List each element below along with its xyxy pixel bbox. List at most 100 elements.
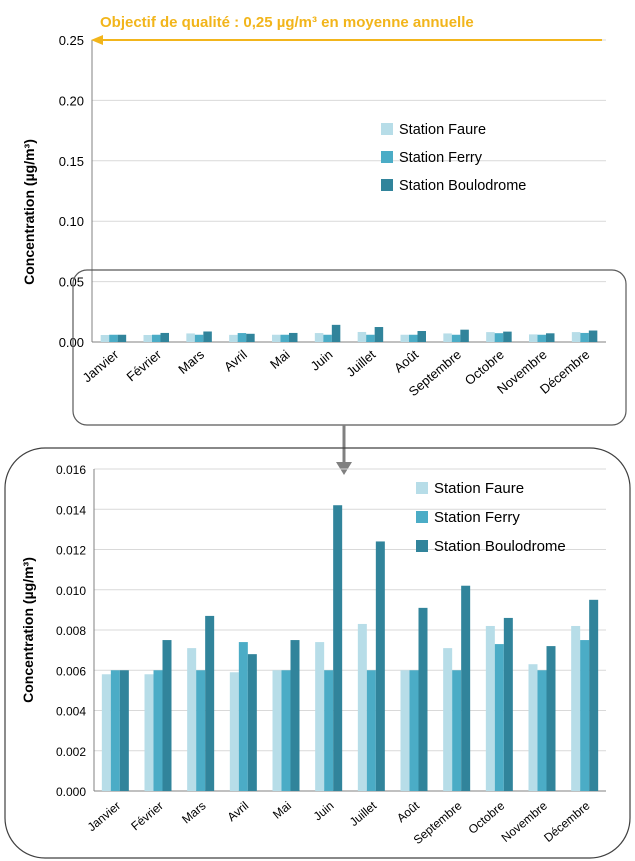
x-tick-label: Février <box>124 346 165 384</box>
legend-overview: Station Faure Station Ferry Station Boulod… <box>381 122 526 194</box>
ylabel-overview: Concentration (µg/m³) <box>21 139 37 285</box>
y-tick-label: 0.006 <box>56 664 86 678</box>
objective-annotation: Objectif de qualité : 0,25 µg/m³ en moye… <box>91 14 602 45</box>
bar <box>289 332 298 342</box>
axes-detail <box>93 469 606 792</box>
x-tick-label: Août <box>394 798 422 825</box>
bar <box>144 674 154 791</box>
bar <box>203 331 212 342</box>
x-tick-label: Mars <box>175 346 207 376</box>
bar <box>546 333 555 342</box>
bar <box>186 333 195 342</box>
bar <box>324 670 334 791</box>
bar <box>143 334 152 342</box>
bar <box>331 324 341 342</box>
bar <box>100 334 110 342</box>
bar <box>580 332 589 342</box>
bar <box>494 644 504 791</box>
legend-label: Station Boulodrome <box>434 538 566 555</box>
bar <box>443 333 452 342</box>
legend-label: Station Ferry <box>399 150 483 166</box>
bar <box>238 642 248 791</box>
chart-detail: 0.000 0.002 0.004 0.006 0.008 0.010 0.012 0.014… <box>20 463 606 847</box>
xticks-overview: Janvier Février Mars Avril Mai Juin Juillet Aoû… <box>80 346 593 399</box>
bar <box>205 615 215 791</box>
bar <box>272 334 281 342</box>
x-tick-label: Avril <box>221 347 250 375</box>
bar <box>160 332 169 342</box>
legend-label: Station Boulodrome <box>399 178 526 194</box>
bar <box>461 585 471 791</box>
yticks-overview: 0.00 0.05 0.10 0.15 0.20 0.25 <box>59 33 84 350</box>
bar <box>529 334 538 342</box>
bar <box>486 332 495 342</box>
bar <box>247 654 257 791</box>
x-tick-label: Août <box>391 347 421 376</box>
axes-overview <box>91 40 606 343</box>
bar <box>153 670 163 791</box>
bar <box>357 623 367 791</box>
bar <box>400 334 409 342</box>
xticks-detail: Janvier Février Mars Avril Mai Juin Juillet Aoû… <box>85 798 593 847</box>
bar <box>187 648 197 791</box>
bar <box>237 333 247 342</box>
legend-label: Station Ferry <box>434 509 520 526</box>
bar <box>374 327 384 342</box>
bar <box>400 670 410 791</box>
legend-swatch <box>381 179 393 191</box>
y-tick-label: 0.25 <box>59 33 84 48</box>
y-tick-label: 0.000 <box>56 785 86 799</box>
y-tick-label: 0.012 <box>56 544 86 558</box>
ylabel-detail: Concentration (µg/m³) <box>20 557 36 703</box>
x-tick-label: Juillet <box>343 347 378 380</box>
bar <box>281 670 291 791</box>
y-tick-label: 0.002 <box>56 745 86 759</box>
x-tick-label: Février <box>128 799 166 834</box>
bar <box>109 334 118 342</box>
y-tick-label: 0.016 <box>56 463 86 477</box>
x-tick-label: Décembre <box>541 798 593 845</box>
bar <box>110 670 120 791</box>
bar <box>315 642 325 791</box>
bar <box>357 331 367 342</box>
y-tick-label: 0.014 <box>56 503 86 517</box>
legend-swatch <box>381 123 393 135</box>
y-tick-label: 0.008 <box>56 624 86 638</box>
bar <box>418 607 428 791</box>
legend-swatch <box>416 482 428 494</box>
bar <box>333 505 343 791</box>
x-tick-label: Mai <box>267 347 293 372</box>
bar <box>194 334 204 342</box>
bars-detail <box>101 505 599 791</box>
bar <box>366 670 376 791</box>
bar <box>571 332 581 342</box>
legend-swatch <box>416 540 428 552</box>
bar <box>323 334 332 342</box>
objective-label: Objectif de qualité : 0,25 µg/m³ en moye… <box>100 14 474 31</box>
bar <box>503 331 512 342</box>
x-tick-label: Mai <box>270 799 294 822</box>
y-tick-label: 0.010 <box>56 584 86 598</box>
y-tick-label: 0.004 <box>56 705 86 719</box>
bar <box>290 640 300 791</box>
grid-overview <box>92 39 606 283</box>
bar <box>152 334 161 342</box>
bar <box>229 672 239 791</box>
legend-swatch <box>381 151 393 163</box>
bar <box>272 670 282 791</box>
bar <box>196 670 206 791</box>
x-tick-label: Juin <box>311 799 337 824</box>
bar <box>588 330 598 342</box>
bar <box>460 329 469 342</box>
bar <box>101 674 111 791</box>
bar <box>452 670 462 791</box>
y-tick-label: 0.10 <box>59 214 84 229</box>
bar <box>485 625 495 791</box>
bar <box>417 331 426 342</box>
zoom-box <box>72 269 627 426</box>
bar <box>443 648 453 791</box>
bar <box>375 541 385 791</box>
bar <box>314 333 324 342</box>
bar <box>280 334 289 342</box>
